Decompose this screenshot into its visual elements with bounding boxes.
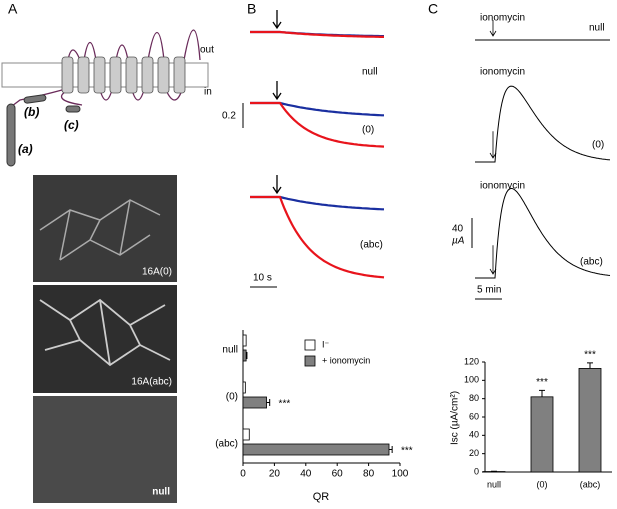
micrograph-label: 16A(0) [142,267,172,278]
bar [243,444,389,455]
legend-label: I⁻ [322,339,330,349]
bar [531,397,553,472]
bar [243,350,246,361]
category-label: (0) [226,392,238,403]
trace-label: (0) [362,125,374,136]
legend-swatch [305,340,315,350]
significance: *** [584,350,596,361]
bar [243,429,249,440]
y-tick-label: 60 [469,411,479,421]
y-tick-label: 120 [464,356,479,366]
x-tick-label: 20 [269,469,281,480]
error-bar [539,390,545,396]
in-label: in [204,87,212,98]
x-tick-label: 100 [392,469,409,480]
panel-label: A [8,1,18,17]
helix [158,57,169,93]
x-tick-label: 40 [300,469,312,480]
arrow [273,10,281,28]
helix [62,57,73,93]
y-tick-label: 0 [474,466,479,476]
category-label: (abc) [580,479,601,489]
scale-label: 10 s [253,273,272,284]
helix [94,57,105,93]
scale-label: 0.2 [222,111,236,122]
scale-label: 5 min [477,285,501,296]
domain-label: (a) [18,142,33,156]
helix [78,57,89,93]
arrow [273,81,281,99]
stimulus-label: ionomycin [480,181,525,192]
category-label: null [487,479,501,489]
scale-label: µA [452,236,465,247]
y-axis-label: Isc (µA/cm²) [450,391,461,445]
micrograph-label: 16A(abc) [131,377,172,388]
error-bar [587,363,593,369]
scale-label: 40 [452,224,464,235]
y-tick-label: 100 [464,375,479,385]
arrow [273,175,281,193]
domain-label: (c) [64,118,79,132]
trace [250,197,384,209]
x-tick-label: 0 [240,469,246,480]
arrow [490,131,496,158]
trace [250,32,384,37]
helix [142,57,153,93]
bar [579,368,601,472]
x-tick-label: 80 [363,469,375,480]
legend-swatch [305,356,315,366]
micrograph-label: null [152,487,170,498]
panel-label: C [428,1,438,17]
trace [475,86,610,162]
trace [250,103,384,115]
category-label: null [222,345,238,356]
bar [243,382,245,393]
legend-label: + ionomycin [322,355,370,365]
traces-c: ionomycin ionomycin ionomycin null (0) (… [452,13,610,299]
y-tick-label: 80 [469,393,479,403]
helix [174,57,185,93]
trace-label: null [362,67,378,78]
significance: *** [536,377,548,388]
micrographs: 16A(0) 16A(abc) null [33,175,177,503]
panel-label: B [247,1,256,17]
bar [243,397,267,408]
trace-label: (0) [592,140,604,151]
domain-label: (b) [24,105,39,119]
y-tick-label: 40 [469,430,479,440]
x-axis-label: QR [313,491,330,503]
error-bar [389,446,392,453]
trace-label: (abc) [580,257,603,268]
significance: *** [401,446,413,457]
significance: *** [279,399,291,410]
out-label: out [200,45,214,56]
bar [243,335,246,346]
trace-label: (abc) [360,240,383,251]
category-label: (0) [537,479,548,489]
stimulus-label: ionomycin [480,67,525,78]
y-tick-label: 20 [469,448,479,458]
traces-b: null (0) (abc) 0.2 10 s [222,10,384,287]
topology: out in (a) (b) (c) [2,30,214,166]
category-label: (abc) [215,439,238,450]
error-bar [267,399,270,406]
helix [126,57,137,93]
x-tick-label: 60 [332,469,344,480]
stimulus-label: ionomycin [480,13,525,24]
helix [110,57,121,93]
trace-label: null [589,23,605,34]
